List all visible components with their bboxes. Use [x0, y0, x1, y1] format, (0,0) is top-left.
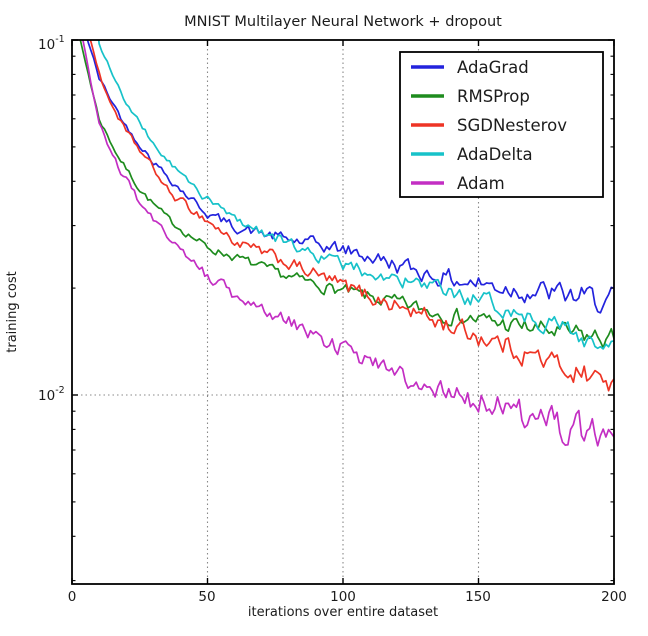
legend-label-adam: Adam: [457, 174, 505, 193]
y-tick-1e-2: 10-2: [38, 385, 65, 404]
x-tick-50: 50: [198, 589, 215, 605]
legend-entry-rmsprop: RMSProp: [411, 87, 530, 106]
x-tick-200: 200: [601, 589, 627, 605]
y-tick-1e-1-base: 10: [38, 37, 55, 53]
axes-layer: [71, 39, 615, 585]
y-tick-1e-2-exp: -2: [55, 385, 64, 396]
chart-title: MNIST Multilayer Neural Network + dropou…: [184, 14, 502, 30]
series-line-adagrad: [86, 40, 614, 314]
x-tick-150: 150: [465, 589, 491, 605]
legend-label-adagrad: AdaGrad: [457, 58, 529, 77]
series-lines: [79, 40, 614, 447]
x-tick-0: 0: [68, 589, 77, 605]
legend-label-rmsprop: RMSProp: [457, 87, 530, 106]
series-line-sgdnesterov: [89, 40, 614, 392]
y-axis-label: training cost: [5, 271, 20, 352]
y-tick-1e-1: 10-1: [38, 34, 65, 53]
legend-entry-adagrad: AdaGrad: [411, 58, 529, 77]
series-line-adadelta: [97, 40, 614, 350]
series-line-adam: [82, 40, 614, 447]
legend-entry-adam: Adam: [411, 174, 505, 193]
legend: AdaGrad RMSProp SGDNesterov AdaDelta Adam: [399, 51, 604, 198]
x-axis-label: iterations over entire dataset: [248, 605, 438, 620]
x-tick-100: 100: [330, 589, 356, 605]
y-tick-1e-1-exp: -1: [55, 34, 64, 45]
legend-label-sgdnesterov: SGDNesterov: [457, 116, 567, 135]
y-tick-1e-2-base: 10: [38, 388, 55, 404]
series-layer: [79, 40, 614, 447]
legend-entry-adadelta: AdaDelta: [411, 145, 533, 164]
legend-label-adadelta: AdaDelta: [457, 145, 533, 164]
series-line-rmsprop: [79, 40, 614, 349]
legend-entry-sgdnesterov: SGDNesterov: [411, 116, 567, 135]
